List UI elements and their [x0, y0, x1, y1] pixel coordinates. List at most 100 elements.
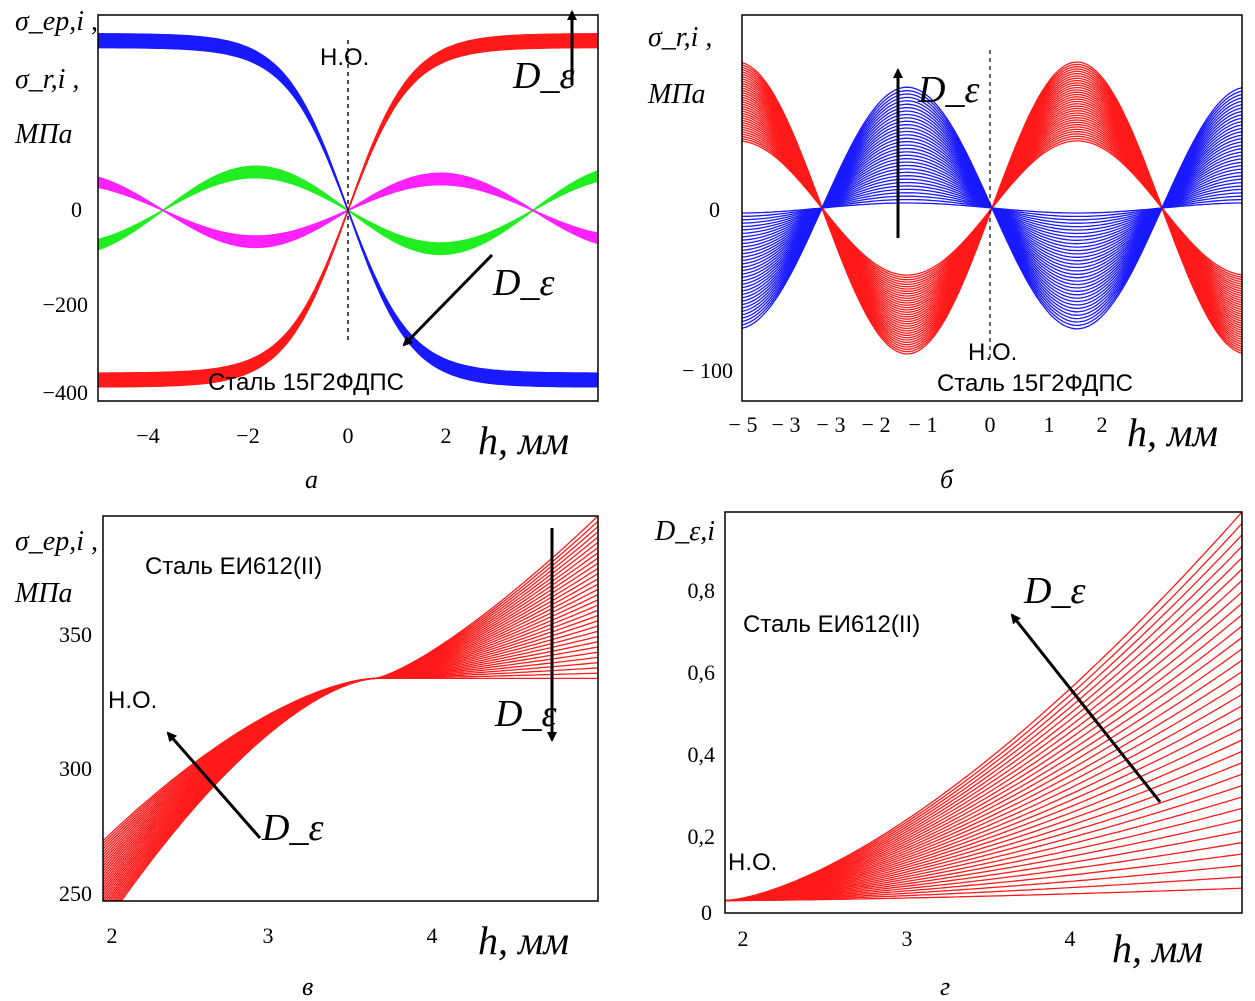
series-red-line — [725, 568, 1242, 902]
plot-d-frame — [724, 511, 1243, 914]
y-axis-label-1: σ_ep,i , — [15, 526, 98, 557]
plot-b-curves — [742, 61, 1242, 355]
panel-label: г — [940, 972, 950, 1001]
series-red-line — [120, 516, 598, 901]
x-axis-label: h, мм — [478, 418, 569, 463]
steel-grade-label: Сталь ЕИ612(II) — [743, 611, 920, 638]
series-red-line — [725, 773, 1242, 902]
neutral-axis-label: Н.О. — [968, 339, 1017, 366]
series-red-line — [725, 705, 1242, 902]
series-red-line — [725, 807, 1242, 902]
y-tick-label: −200 — [43, 292, 88, 317]
series-red-line — [103, 583, 598, 892]
series-blue-line — [742, 86, 1242, 330]
x-axis-label: h, мм — [1112, 926, 1203, 971]
plot-c-frame — [102, 515, 599, 902]
d-epsilon-label: D_ε — [512, 55, 574, 97]
series-red-line — [725, 602, 1242, 902]
y-axis-unit: МПа — [647, 79, 706, 110]
y-tick-label: − 100 — [682, 358, 733, 383]
series-red-line — [725, 796, 1242, 902]
x-tick-label: −2 — [236, 423, 259, 448]
series-red-line — [725, 830, 1242, 902]
x-tick-label: 4 — [427, 923, 438, 948]
series-red-line — [725, 887, 1242, 902]
series-red-line — [103, 635, 598, 864]
x-tick-label: 0 — [343, 423, 354, 448]
series-red-line — [725, 728, 1242, 902]
series-red-line — [725, 819, 1242, 902]
x-tick-label: − 1 — [909, 412, 938, 437]
series-red-line — [725, 636, 1242, 902]
series-red-line — [725, 648, 1242, 902]
panel-label: б — [940, 465, 954, 494]
x-tick-label: − 2 — [862, 412, 891, 437]
series-red-line — [725, 693, 1242, 902]
series-red-line — [725, 841, 1242, 902]
x-tick-label: 3 — [263, 923, 274, 948]
x-tick-label: 2 — [1097, 412, 1108, 437]
d-epsilon-label: D_ε — [1023, 570, 1085, 612]
x-tick-label: −4 — [136, 423, 159, 448]
y-tick-label: 350 — [59, 622, 92, 647]
y-tick-label: −400 — [43, 380, 88, 405]
x-tick-label: 2 — [738, 926, 749, 951]
x-tick-label: − 3 — [772, 412, 801, 437]
y-tick-label: 0,6 — [688, 660, 716, 685]
series-red-line — [725, 625, 1242, 902]
d-epsilon-arrow — [1010, 613, 1162, 803]
y-tick-label: 0,8 — [688, 578, 716, 603]
plot-a-frame — [97, 14, 599, 402]
x-tick-label: − 3 — [817, 412, 846, 437]
series-red-line — [725, 579, 1242, 902]
y-tick-label: 0 — [701, 900, 712, 925]
panel-b: σ_r,i , МПа 0 − 100 − 5 − 3 − 3 − 2 − 1 … — [647, 14, 1243, 494]
d-epsilon-label: D_ε — [917, 69, 979, 111]
d-epsilon-label: D_ε — [261, 807, 323, 849]
y-axis-label-1: σ_r,i , — [648, 22, 712, 53]
d-epsilon-label: D_ε — [492, 262, 554, 304]
steel-grade-label: Сталь 15Г2ФДПС — [937, 370, 1133, 397]
y-tick-label: 0,2 — [688, 824, 716, 849]
series-red-line — [103, 599, 598, 884]
x-tick-label: 0 — [985, 412, 996, 437]
panel-label: а — [305, 465, 318, 494]
series-red-line — [725, 750, 1242, 902]
y-axis-unit: МПа — [14, 578, 73, 609]
series-red-line — [725, 659, 1242, 902]
series-red-line — [725, 682, 1242, 902]
d-epsilon-arrow — [166, 731, 262, 839]
y-axis-label-1: D_ε,i — [654, 516, 715, 547]
neutral-axis-label: Н.О. — [108, 687, 157, 714]
series-red-line — [725, 512, 1242, 902]
series-red-line — [725, 534, 1242, 902]
panel-a: σ_ep,i , σ_r,i , МПа 0 −200 −400 −4 −2 0… — [14, 6, 599, 494]
panel-d: D_ε,i 0 0,2 0,4 0,6 0,8 2 3 4 h, мм Стал… — [654, 511, 1243, 1001]
series-red-line — [103, 620, 598, 872]
y-tick-label: 0 — [71, 197, 82, 222]
series-red-line — [725, 557, 1242, 902]
x-tick-label: − 5 — [729, 412, 758, 437]
neutral-axis-label: Н.О. — [320, 44, 369, 71]
x-tick-label: 2 — [107, 923, 118, 948]
y-axis-label-1: σ_ep,i , — [15, 6, 98, 37]
y-tick-label: 0 — [709, 197, 720, 222]
y-tick-label: 250 — [59, 881, 92, 906]
y-axis-label-2: σ_r,i , — [15, 64, 79, 95]
x-axis-label: h, мм — [478, 918, 569, 963]
y-tick-label: 0,4 — [688, 742, 716, 767]
x-tick-label: 2 — [441, 423, 452, 448]
x-tick-label: 4 — [1065, 926, 1076, 951]
series-red-line — [725, 853, 1242, 902]
y-axis-unit: МПа — [14, 119, 73, 150]
steel-grade-label: Сталь ЕИ612(II) — [145, 553, 322, 580]
series-red-line — [725, 591, 1242, 902]
series-red-line — [725, 716, 1242, 902]
d-epsilon-label: D_ε — [494, 693, 556, 735]
y-tick-label: 300 — [59, 756, 92, 781]
series-red-line — [725, 739, 1242, 902]
series-red-line — [725, 671, 1242, 902]
plot-b-frame — [741, 14, 1243, 402]
x-tick-label: 3 — [902, 926, 913, 951]
